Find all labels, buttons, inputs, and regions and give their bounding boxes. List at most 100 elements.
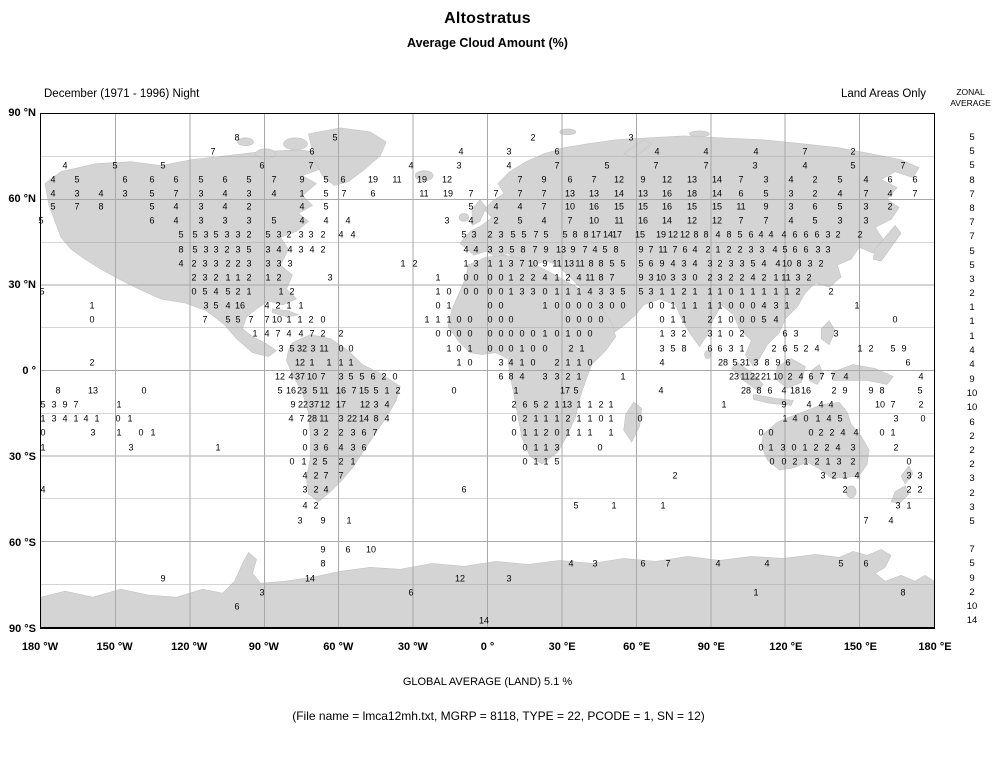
- grid-value: 6: [234, 601, 240, 612]
- grid-value: 2: [235, 286, 241, 297]
- grid-value: 3: [780, 442, 786, 453]
- grid-value: 4: [840, 427, 846, 438]
- grid-value: 0: [498, 343, 504, 354]
- grid-value: 3: [297, 515, 303, 526]
- grid-value: 7: [653, 160, 659, 171]
- longitude-tick-label: 30 °E: [548, 641, 576, 653]
- grid-value: 3: [753, 357, 759, 368]
- zonal-average-value: 2: [969, 431, 975, 442]
- grid-value: 22: [297, 399, 309, 410]
- grid-value: 7: [830, 371, 836, 382]
- grid-value: 5: [837, 174, 843, 185]
- grid-value: 2: [824, 442, 830, 453]
- grid-value: 2: [313, 500, 319, 511]
- grid-value: 4: [468, 215, 474, 226]
- grid-value: 13: [564, 188, 576, 199]
- grid-value: 0: [487, 328, 493, 339]
- grid-value: 2: [739, 272, 745, 283]
- grid-value: 2: [246, 201, 252, 212]
- grid-value: 2: [235, 258, 241, 269]
- grid-value: 14: [711, 188, 723, 199]
- grid-value: 3: [298, 229, 304, 240]
- grid-value: 7: [541, 201, 547, 212]
- grid-value: 5: [620, 258, 626, 269]
- zonal-average-value: 2: [969, 587, 975, 598]
- grid-value: 10: [588, 215, 600, 226]
- grid-value: 14: [478, 615, 490, 626]
- grid-value: 4: [493, 201, 499, 212]
- grid-value: 1: [620, 371, 626, 382]
- grid-value: 6: [345, 544, 351, 555]
- grid-value: 0: [508, 314, 514, 325]
- grid-value: 2: [313, 484, 319, 495]
- grid-value: 6: [782, 343, 788, 354]
- grid-value: 4: [753, 146, 759, 157]
- grid-value: 3: [203, 300, 209, 311]
- grid-value: 14: [358, 413, 370, 424]
- zonal-average-header-line2: AVERAGE: [950, 98, 991, 108]
- grid-value: 12: [274, 371, 286, 382]
- grid-value: 3: [659, 343, 665, 354]
- grid-value: 3: [837, 215, 843, 226]
- grid-value: 6: [767, 385, 773, 396]
- grid-value: 1: [802, 442, 808, 453]
- grid-value: 2: [717, 258, 723, 269]
- grid-value: 3: [508, 258, 514, 269]
- grid-value: 15: [686, 201, 698, 212]
- grid-value: 10: [655, 272, 667, 283]
- grid-value: 6: [149, 215, 155, 226]
- grid-value: 8: [583, 229, 589, 240]
- grid-value: 5: [312, 385, 318, 396]
- grid-value: 3: [350, 442, 356, 453]
- grid-value: 0: [498, 300, 504, 311]
- grid-value: 0: [467, 357, 473, 368]
- grid-value: 4: [828, 399, 834, 410]
- grid-value: 3: [506, 146, 512, 157]
- grid-value: 1: [768, 442, 774, 453]
- grid-value: 1: [400, 258, 406, 269]
- grid-value: 7: [275, 328, 281, 339]
- grid-value: 4: [173, 215, 179, 226]
- grid-value: 9: [638, 272, 644, 283]
- grid-value: 3: [74, 188, 80, 199]
- grid-value: 7: [703, 160, 709, 171]
- grid-value: 1: [446, 300, 452, 311]
- grid-value: 23: [296, 385, 308, 396]
- grid-value: 1: [456, 357, 462, 368]
- zonal-average-value: 8: [969, 203, 975, 214]
- grid-value: 9: [290, 399, 296, 410]
- grid-value: 3: [648, 272, 654, 283]
- grid-value: 5: [178, 229, 184, 240]
- grid-value: 7: [582, 244, 588, 255]
- grid-value: 0: [728, 328, 734, 339]
- grid-value: 4: [888, 515, 894, 526]
- grid-value: 3: [222, 215, 228, 226]
- grid-value: 11: [614, 215, 624, 226]
- grid-value: 21: [760, 371, 772, 382]
- grid-value: 0: [463, 286, 469, 297]
- grid-value: 1: [815, 413, 821, 424]
- grid-value: 2: [795, 286, 801, 297]
- grid-value: 6: [887, 174, 893, 185]
- grid-value: 1: [717, 286, 723, 297]
- grid-value: 8: [703, 229, 709, 240]
- grid-value: 2: [787, 371, 793, 382]
- grid-value: 5: [323, 201, 329, 212]
- grid-value: 7: [351, 385, 357, 396]
- grid-value: 12: [319, 399, 331, 410]
- grid-value: 5: [812, 215, 818, 226]
- grid-value: 5: [517, 215, 523, 226]
- grid-value: 7: [900, 160, 906, 171]
- latitude-tick-label: 0 °: [22, 365, 36, 377]
- grid-value: 12: [679, 229, 691, 240]
- grid-value: 5: [602, 244, 608, 255]
- grid-value: 2: [530, 272, 536, 283]
- grid-value: 3: [670, 272, 676, 283]
- grid-value: 4: [788, 174, 794, 185]
- grid-value: 3: [825, 244, 831, 255]
- grid-value: 5: [322, 456, 328, 467]
- grid-value: 5: [246, 244, 252, 255]
- grid-value: 3: [850, 442, 856, 453]
- grid-value: 7: [74, 201, 80, 212]
- grid-value: 0: [692, 272, 698, 283]
